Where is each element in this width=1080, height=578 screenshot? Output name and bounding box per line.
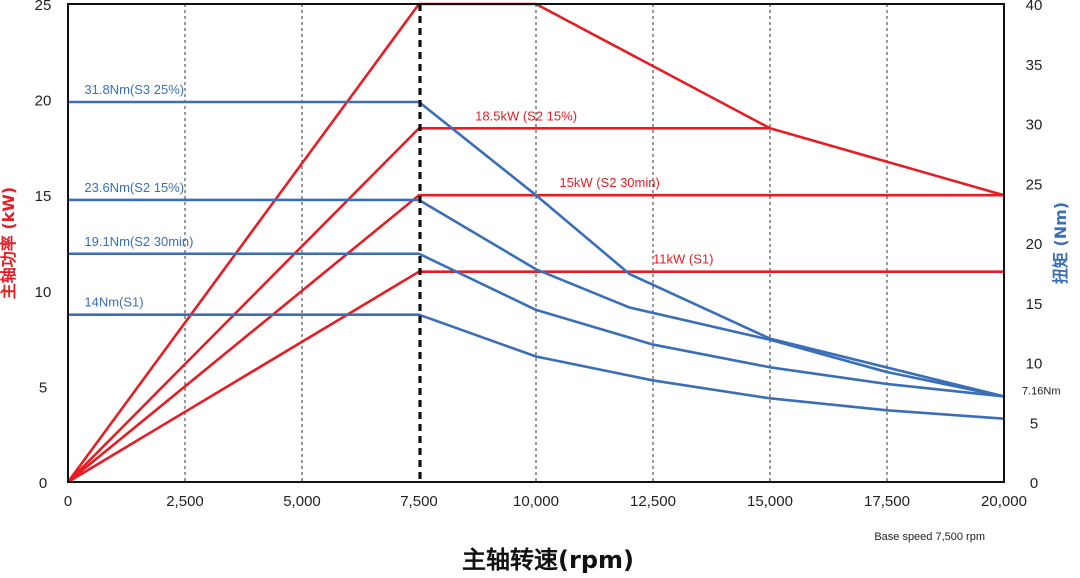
y-right-tick-label: 35 [1026, 57, 1043, 74]
y-left-tick-label: 10 [35, 284, 52, 301]
x-tick-label: 20,000 [981, 493, 1027, 510]
torque-series-label: 19.1Nm(S2 30min) [84, 234, 193, 249]
x-tick-label: 5,000 [283, 493, 321, 510]
y-right-tick-label: 5 [1030, 415, 1038, 432]
x-tick-label: 0 [64, 493, 72, 510]
torque-series-line [68, 252, 1005, 398]
torque-series-line [68, 313, 1005, 420]
power-series-line [66, 2, 1005, 483]
torque-series-line [68, 100, 1005, 398]
torque-series-label: 23.6Nm(S2 15%) [84, 180, 184, 195]
x-axis-title: 主轴转速(rpm) [462, 546, 634, 574]
x-tick-label: 7,500 [400, 493, 438, 510]
base-speed-note: Base speed 7,500 rpm [874, 531, 985, 543]
y-left-tick-label: 15 [35, 188, 52, 205]
x-tick-label: 2,500 [166, 493, 204, 510]
y-right-tick-label: 30 [1026, 117, 1043, 134]
series-layer [66, 2, 1005, 484]
torque-end-annotation: 7.16Nm [1022, 385, 1061, 397]
y-right-tick-label: 15 [1026, 296, 1043, 313]
x-tick-label: 15,000 [747, 493, 793, 510]
y-left-axis-title: 主轴功率 (kW) [0, 187, 18, 300]
y-left-tick-label: 25 [35, 0, 52, 14]
torque-series-label: 31.8Nm(S3 25%) [84, 82, 184, 97]
y-left-tick-label: 5 [39, 379, 47, 396]
y-left-tick-label: 20 [35, 93, 52, 110]
x-tick-label: 12,500 [630, 493, 676, 510]
x-tick-label: 17,500 [864, 493, 910, 510]
y-left-tick-label: 0 [39, 475, 47, 492]
x-tick-label: 10,000 [513, 493, 559, 510]
frame-layer [67, 3, 1005, 483]
power-series-label: 18.5kW (S2 15%) [475, 108, 577, 123]
torque-series-label: 14Nm(S1) [84, 295, 143, 310]
grid-layer [184, 4, 888, 482]
y-right-axis-title: 扭矩 (Nm) [1051, 202, 1070, 284]
plot-frame [67, 3, 1005, 483]
y-right-tick-label: 25 [1026, 176, 1043, 193]
y-right-tick-label: 0 [1030, 475, 1038, 492]
y-right-tick-label: 10 [1026, 356, 1043, 373]
power-series-label: 11kW (S1) [653, 252, 713, 267]
power-series-label: 15kW (S2 30min) [559, 175, 659, 190]
y-right-tick-label: 20 [1026, 236, 1043, 253]
y-right-tick-label: 40 [1026, 0, 1043, 14]
power-series-line [67, 193, 1004, 484]
